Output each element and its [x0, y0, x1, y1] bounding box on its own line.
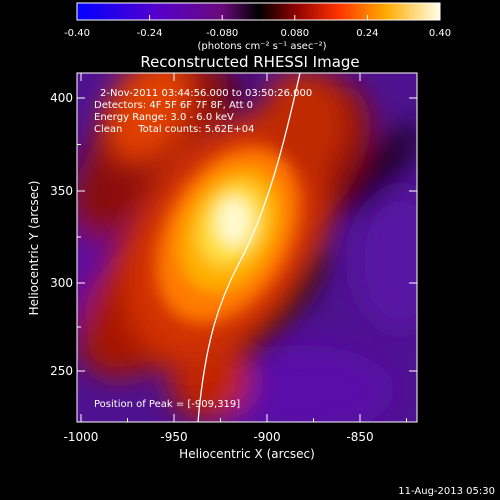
- axis-ticks: [77, 73, 417, 422]
- colorbar-tick: 0.24: [356, 28, 378, 39]
- info-total-counts: Clean Total counts: 5.62E+04: [94, 124, 254, 135]
- info-energy-range: Energy Range: 3.0 - 6.0 keV: [94, 112, 234, 123]
- x-axis-label: Heliocentric X (arcsec): [179, 447, 315, 461]
- colorbar-tick: 0.080: [280, 28, 309, 39]
- peak-position-label: Position of Peak = [-909,319]: [94, 399, 240, 410]
- rhessi-image: [77, 73, 417, 422]
- x-tick-label: -900: [253, 430, 280, 444]
- colorbar-gradient: [76, 2, 441, 21]
- footer-date: 11-Aug-2013 05:30: [398, 486, 495, 497]
- y-tick-label: 250: [50, 364, 73, 378]
- colorbar-tick: 0.40: [429, 28, 451, 39]
- x-tick-label: -1000: [64, 430, 99, 444]
- colorbar-unit-label: (photons cm⁻² s⁻¹ asec⁻²): [197, 41, 326, 52]
- info-time-range: 2-Nov-2011 03:44:56.000 to 03:50:26.000: [100, 88, 312, 99]
- x-tick-label: -850: [346, 430, 373, 444]
- colorbar-tick: -0.40: [64, 28, 90, 39]
- colorbar-tick: -0.24: [137, 28, 163, 39]
- info-detectors: Detectors: 4F 5F 6F 7F 8F, Att 0: [94, 100, 253, 111]
- image-title: Reconstructed RHESSI Image: [140, 53, 359, 71]
- y-tick-label: 300: [50, 276, 73, 290]
- plot-frame: [76, 72, 418, 423]
- y-tick-label: 350: [50, 184, 73, 198]
- y-tick-label: 400: [50, 91, 73, 105]
- y-axis-label: Heliocentric Y (arcsec): [27, 181, 41, 316]
- solar-limb-line: [197, 73, 301, 422]
- x-tick-label: -950: [160, 430, 187, 444]
- colorbar: -0.40 -0.24 -0.080 0.080 0.24 0.40 (phot…: [64, 2, 451, 52]
- colorbar-tick: -0.080: [206, 28, 238, 39]
